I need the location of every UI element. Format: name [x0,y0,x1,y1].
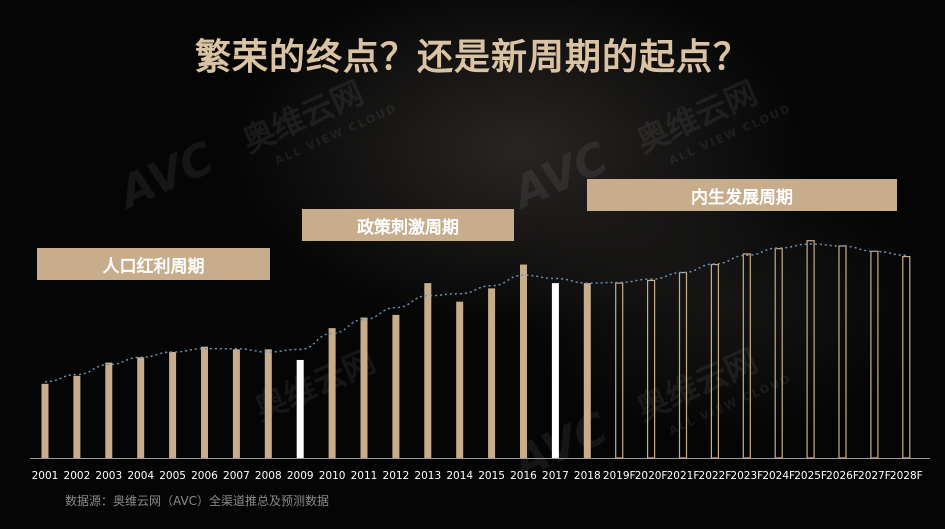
x-tick-label: 2005 [159,470,186,482]
forecast-bar [870,250,879,459]
data-bar [520,264,527,458]
x-tick-label: 2011 [351,470,378,482]
x-tick-label: 2018 [574,470,601,482]
x-tick-label: 2014 [446,470,473,482]
page-title: 繁荣的终点？还是新周期的起点？ [194,37,750,78]
x-tick-label: 2024F [762,470,795,482]
x-tick-label: 2012 [383,470,410,482]
forecast-bar [710,263,720,459]
forecast-bar [742,253,751,459]
x-tick-label: 2016 [510,470,537,482]
data-bar [488,288,496,458]
x-tick-label: 2028F [890,470,923,482]
highlight-bar [551,283,559,458]
phase-label-demographic: 人口红利周期 [37,248,270,280]
x-tick-label: 2009 [287,470,314,482]
data-bar [264,349,272,458]
x-tick-label: 2020F [635,470,668,482]
forecast-bar [902,256,911,459]
data-source-note: 数据源：奥维云网（AVC）全渠道推总及预测数据 [65,494,330,508]
x-tick-label: 2021F [667,470,700,482]
data-bar [41,383,49,458]
x-tick-label: 2019F [603,470,636,482]
forecast-bar [646,279,656,459]
data-bar [137,357,145,458]
x-tick-label: 2006 [191,470,218,482]
x-tick-label: 2017 [542,470,569,482]
trend-line [44,243,907,383]
forecast-bar [615,282,624,459]
x-tick-label: 2027F [858,470,891,482]
data-bar [73,375,81,458]
x-tick-label: 2008 [255,470,282,482]
x-tick-label: 2010 [319,470,346,482]
forecast-bar [838,245,847,459]
x-tick-label: 2003 [95,470,122,482]
x-tick-label: 2002 [64,470,91,482]
forecast-bar [774,248,783,459]
x-tick-label: 2001 [32,470,59,482]
data-bar [169,352,177,458]
x-tick-label: 2007 [223,470,250,482]
data-bar [328,328,336,458]
phase-label-policy: 政策刺激周期 [302,209,514,241]
data-bar [583,283,591,458]
data-bar [392,314,400,458]
x-tick-label: 2023F [730,470,763,482]
data-bar [360,317,368,458]
x-tick-label: 2015 [478,470,505,482]
data-bar [201,346,208,458]
x-tick-label: 2022F [699,470,732,482]
x-tick-label: 2004 [127,470,154,482]
x-tick-label: 2013 [414,470,441,482]
highlight-bar [296,359,304,458]
data-bar [232,349,240,458]
forecast-bar [806,240,815,459]
data-bar [105,362,113,458]
forecast-bar [678,271,688,459]
phase-label-endogenous: 内生发展周期 [587,179,897,211]
x-tick-label: 2025F [794,470,827,482]
x-tick-label: 2026F [826,470,859,482]
data-bar [424,283,432,458]
data-bar [456,301,464,458]
